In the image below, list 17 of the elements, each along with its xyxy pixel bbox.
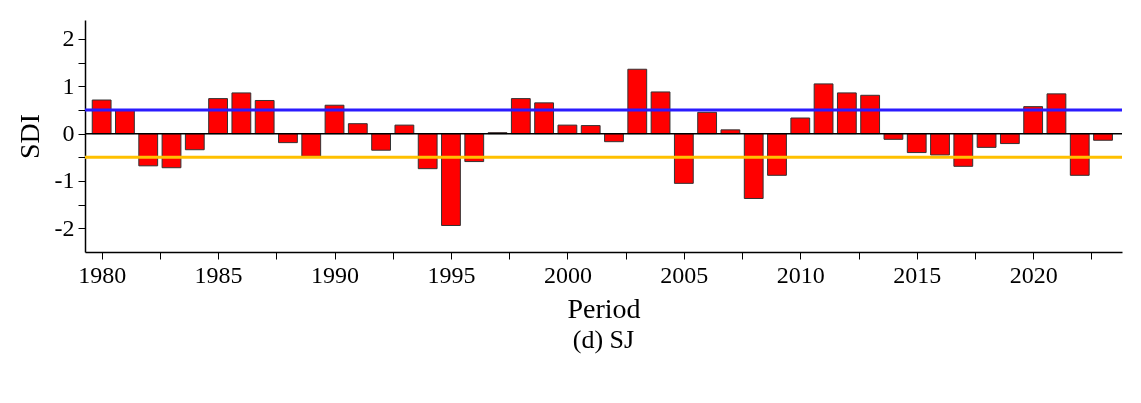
- x-tick-label: 2020: [1009, 261, 1058, 288]
- y-tick-label: 2: [62, 25, 75, 52]
- y-tick-label: -1: [54, 167, 75, 194]
- x-tick-label: 2015: [893, 261, 942, 288]
- y-tick-label: -2: [54, 214, 75, 241]
- x-tick-label: 2005: [660, 261, 709, 288]
- y-tick-label: 1: [62, 72, 75, 99]
- x-axis-title: Period: [567, 292, 641, 324]
- x-tick-label: 1980: [78, 261, 127, 288]
- text: (d) SJ: [572, 325, 635, 354]
- x-tick-label: 1985: [194, 261, 243, 288]
- x-tick-label: 1995: [427, 261, 476, 288]
- x-tick-label: 2010: [776, 261, 825, 288]
- x-tick-label: 1990: [311, 261, 360, 288]
- y-tick-label: 0: [62, 120, 75, 147]
- y-axis-title: SDI: [13, 113, 45, 160]
- x-tick-label: 2000: [543, 261, 592, 288]
